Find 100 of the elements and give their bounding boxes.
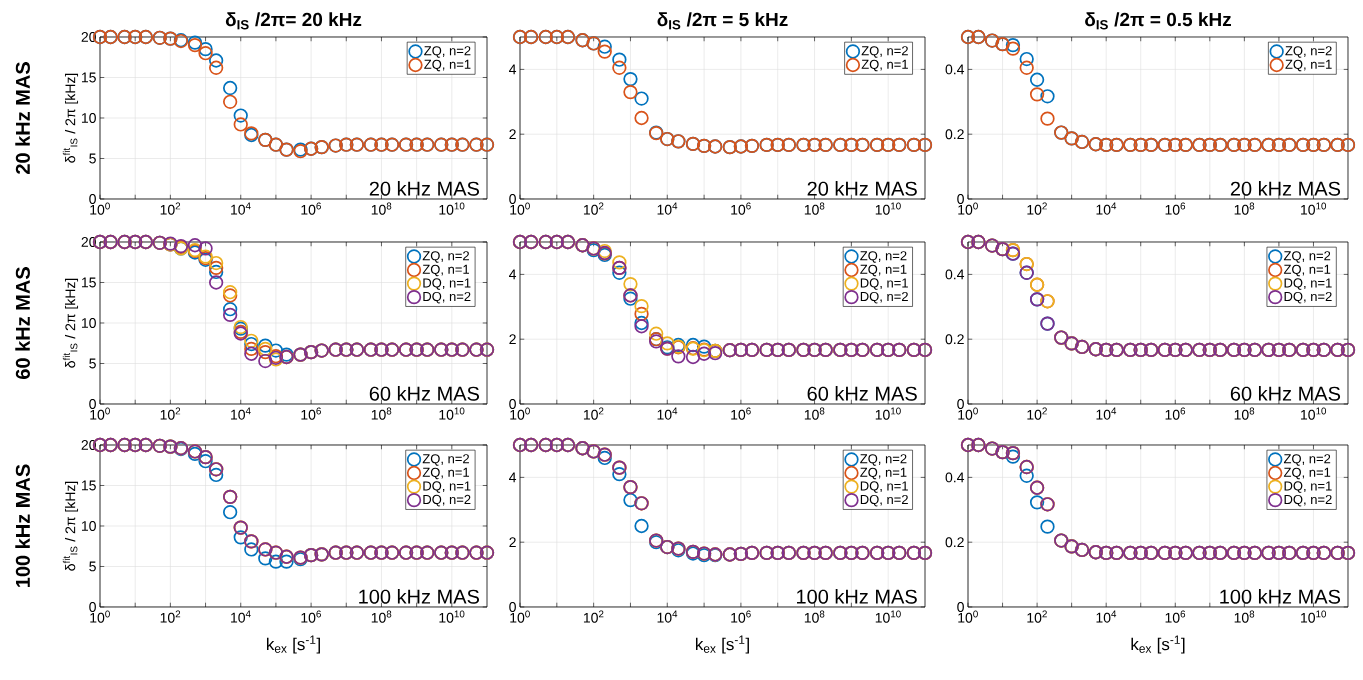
x-tick-label: 10$^{2}$ <box>583 610 604 623</box>
y-tick-label: 0 <box>957 399 964 409</box>
text: 20 kHz MAS <box>15 62 30 174</box>
y-tick-label: 10 <box>81 521 96 531</box>
legend-label: ZQ, n=1 <box>861 59 908 72</box>
y-tick-label: 2 <box>509 537 516 548</box>
legend-label: ZQ, n=1 <box>1285 59 1332 72</box>
y-tick-label: 0 <box>957 602 964 612</box>
legend-label: DQ, n=2 <box>1284 291 1332 304</box>
x-tick-label: 10$^{8}$ <box>371 407 392 420</box>
y-tick-label: 0.4 <box>945 269 965 280</box>
x-tick-label: 10$^{0}$ <box>90 202 110 215</box>
x-tick-label: 10$^{10}$ <box>875 202 901 215</box>
y-tick-label: 0 <box>509 399 516 409</box>
x-tick-label: 10$^{6}$ <box>301 407 321 420</box>
y-tick-label: 4 <box>509 64 517 75</box>
x-tick-label: 10$^{8}$ <box>1234 407 1255 420</box>
legend-label: ZQ, n=1 <box>1283 467 1331 480</box>
y-tick-label: 15 <box>81 277 96 288</box>
y-tick-label: 0.4 <box>945 472 965 483</box>
legend-label: DQ, n=1 <box>860 278 908 290</box>
annotation: 60 kHz MAS <box>369 386 479 401</box>
x-tick-label: 10$^{4}$ <box>657 407 678 420</box>
y-tick-label: 2 <box>509 129 516 140</box>
y-tick-label: 0 <box>509 602 516 612</box>
chart-title: δ$_{IS}$ /2π = 5 kHz <box>657 12 788 30</box>
legend-label: ZQ, n=1 <box>422 467 470 480</box>
x-tick-label: 10$^{10}$ <box>875 407 901 420</box>
y-tick-label: 0.2 <box>945 537 964 548</box>
y-tick-label: 0 <box>89 194 96 204</box>
text: 60 kHz MAS <box>15 267 30 379</box>
y-tick-label: 5 <box>89 561 96 572</box>
annotation: 20 kHz MAS <box>369 181 479 196</box>
x-tick-label: 10$^{10}$ <box>439 610 465 623</box>
y-tick-label: 4 <box>509 269 517 280</box>
y-axis-title: δ$^{fit}$$_{IS}$ / 2π [kHz] <box>62 73 79 163</box>
legend-label: ZQ, n=2 <box>1283 251 1331 263</box>
x-tick-label: 10$^{10}$ <box>875 610 901 623</box>
x-tick-label: 10$^{0}$ <box>90 407 110 420</box>
y-tick-label: 5 <box>89 153 96 164</box>
legend-label: DQ, n=1 <box>1284 481 1332 493</box>
x-tick-label: 10$^{0}$ <box>958 610 978 623</box>
y-tick-label: 0 <box>89 399 96 409</box>
x-tick-label: 10$^{6}$ <box>301 610 321 623</box>
y-axis-title: δ$^{fit}$$_{IS}$ / 2π [kHz] <box>62 278 79 368</box>
x-tick-label: 10$^{10}$ <box>1301 407 1327 420</box>
x-tick-label: 10$^{8}$ <box>1234 610 1255 623</box>
y-axis-title: δ$^{fit}$$_{IS}$ / 2π [kHz] <box>62 481 79 571</box>
legend-label: ZQ, n=2 <box>422 454 469 466</box>
legend-label: DQ, n=2 <box>1284 494 1332 507</box>
legend-label: ZQ, n=1 <box>860 467 907 480</box>
x-tick-label: 10$^{10}$ <box>1301 610 1327 623</box>
legend-label: DQ, n=2 <box>423 494 471 507</box>
y-tick-label: 0 <box>957 194 964 204</box>
legend-label: ZQ, n=1 <box>1283 264 1331 277</box>
legend-label: ZQ, n=2 <box>1283 454 1331 466</box>
y-tick-label: 0.4 <box>945 64 965 75</box>
x-tick-label: 10$^{8}$ <box>804 610 825 623</box>
y-tick-label: 4 <box>509 472 517 483</box>
x-tick-label: 10$^{8}$ <box>804 202 825 215</box>
x-tick-label: 10$^{8}$ <box>371 202 392 215</box>
x-tick-label: 10$^{0}$ <box>958 202 978 215</box>
y-tick-label: 15 <box>81 72 96 83</box>
legend-label: ZQ, n=2 <box>1285 46 1332 58</box>
x-tick-label: 10$^{8}$ <box>371 610 392 623</box>
x-tick-label: 10$^{10}$ <box>439 407 465 420</box>
legend-label: ZQ, n=2 <box>860 454 907 466</box>
legend-label: DQ, n=2 <box>423 291 471 304</box>
annotation: 100 kHz MAS <box>1220 589 1341 604</box>
x-tick-label: 10$^{4}$ <box>1096 202 1117 215</box>
legend-label: DQ, n=1 <box>860 481 908 493</box>
x-tick-label: 10$^{4}$ <box>657 202 678 215</box>
legend-label: ZQ, n=1 <box>860 264 907 277</box>
x-tick-label: 10$^{2}$ <box>160 202 181 215</box>
chart-title: δ$_{IS}$ /2π = 0.5 kHz <box>1085 12 1231 30</box>
x-tick-label: 10$^{2}$ <box>1027 202 1047 215</box>
legend-label: ZQ, n=1 <box>422 264 470 277</box>
legend-label: ZQ, n=2 <box>860 251 907 263</box>
x-tick-label: 10$^{2}$ <box>160 407 181 420</box>
chart-title: δ$_{IS}$ /2π= 20 kHz <box>225 12 362 30</box>
x-tick-label: 10$^{4}$ <box>1096 610 1117 623</box>
x-tick-label: 10$^{0}$ <box>510 407 530 420</box>
x-tick-label: 10$^{8}$ <box>1234 202 1255 215</box>
x-tick-label: 10$^{4}$ <box>231 202 251 215</box>
annotation: 100 kHz MAS <box>359 589 479 604</box>
x-tick-label: 10$^{6}$ <box>1165 202 1186 215</box>
x-tick-label: 10$^{4}$ <box>231 407 251 420</box>
legend-label: DQ, n=1 <box>423 278 471 290</box>
x-tick-label: 10$^{0}$ <box>90 610 110 623</box>
x-tick-label: 10$^{10}$ <box>1301 202 1327 215</box>
x-tick-label: 10$^{6}$ <box>301 202 321 215</box>
legend-label: DQ, n=1 <box>1284 278 1332 290</box>
x-axis-title: k$_{ex}$ [s$^{-1}$] <box>267 635 320 654</box>
x-tick-label: 10$^{2}$ <box>583 202 604 215</box>
x-tick-label: 10$^{2}$ <box>1027 610 1047 623</box>
y-tick-label: 15 <box>81 480 96 491</box>
y-tick-label: 0.2 <box>945 129 964 140</box>
x-axis-title: k$_{ex}$ [s$^{-1}$] <box>695 635 749 654</box>
x-tick-label: 10$^{2}$ <box>160 610 181 623</box>
y-tick-label: 10 <box>81 318 96 328</box>
